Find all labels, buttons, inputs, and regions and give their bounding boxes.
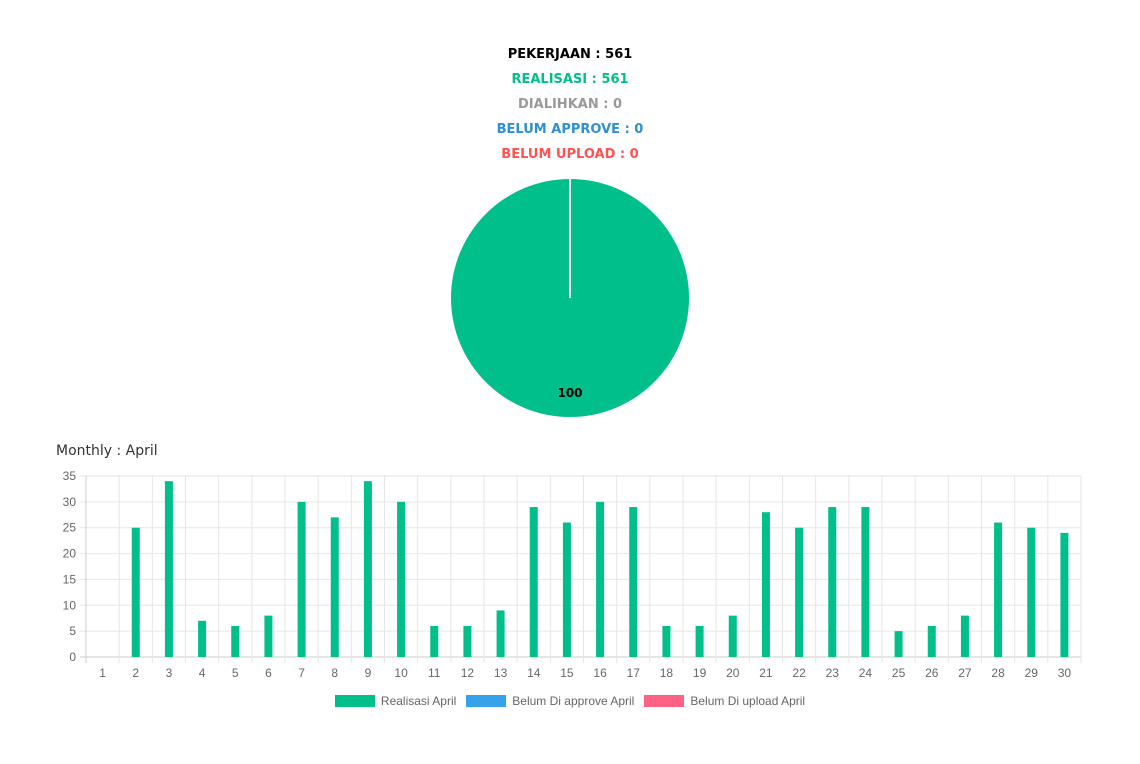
stat-dialihkan: DIALIHKAN : 0 <box>518 97 622 112</box>
x-tick-label: 8 <box>331 666 338 680</box>
stat-belum-approve: BELUM APPROVE : 0 <box>496 122 644 137</box>
y-tick-label: 5 <box>69 624 76 638</box>
x-tick-label: 16 <box>593 666 607 680</box>
bar-realisasi-30[interactable] <box>1060 532 1069 657</box>
x-tick-label: 1 <box>99 666 106 680</box>
y-tick-label: 20 <box>63 547 77 561</box>
bar-realisasi-13[interactable] <box>496 610 505 657</box>
x-tick-label: 24 <box>859 666 873 680</box>
bar-realisasi-23[interactable] <box>828 507 837 657</box>
legend-label-belum-approve: Belum Di approve April <box>512 694 635 708</box>
bar-realisasi-21[interactable] <box>761 512 770 657</box>
x-tick-label: 4 <box>199 666 206 680</box>
x-tick-label: 7 <box>298 666 305 680</box>
y-tick-label: 30 <box>63 495 77 509</box>
bar-realisasi-28[interactable] <box>994 522 1003 657</box>
x-tick-label: 25 <box>892 666 906 680</box>
bar-realisasi-17[interactable] <box>629 507 638 657</box>
legend-item-belum-upload[interactable]: Belum Di upload April <box>644 694 805 708</box>
legend-item-belum-approve[interactable]: Belum Di approve April <box>466 694 634 708</box>
bar-realisasi-7[interactable] <box>297 501 306 657</box>
stats-summary: PEKERJAAN : 561 REALISASI : 561 DIALIHKA… <box>0 42 1140 167</box>
legend-item-realisasi[interactable]: Realisasi April <box>334 694 457 708</box>
x-tick-label: 26 <box>925 666 939 680</box>
y-tick-label: 15 <box>63 572 77 586</box>
y-tick-label: 25 <box>63 521 77 535</box>
x-tick-label: 20 <box>726 666 740 680</box>
bar-realisasi-3[interactable] <box>164 481 173 657</box>
bar-realisasi-6[interactable] <box>264 615 273 657</box>
x-tick-label: 22 <box>792 666 806 680</box>
bar-realisasi-8[interactable] <box>330 517 339 657</box>
bar-realisasi-29[interactable] <box>1027 527 1036 657</box>
x-tick-label: 30 <box>1058 666 1072 680</box>
legend-label-realisasi: Realisasi April <box>380 694 457 708</box>
bar-realisasi-9[interactable] <box>363 481 372 657</box>
x-tick-label: 12 <box>461 666 475 680</box>
bar-realisasi-26[interactable] <box>927 625 936 657</box>
bar-realisasi-20[interactable] <box>728 615 737 657</box>
bar-realisasi-4[interactable] <box>198 620 207 657</box>
x-tick-label: 17 <box>627 666 641 680</box>
bar-realisasi-24[interactable] <box>861 507 870 657</box>
bar-realisasi-11[interactable] <box>430 625 439 657</box>
x-tick-label: 15 <box>560 666 574 680</box>
x-tick-label: 13 <box>494 666 508 680</box>
bar-realisasi-22[interactable] <box>795 527 804 657</box>
stat-realisasi: REALISASI : 561 <box>511 72 629 87</box>
x-tick-label: 10 <box>394 666 408 680</box>
bar-realisasi-27[interactable] <box>960 615 969 657</box>
bar-realisasi-25[interactable] <box>894 631 903 657</box>
stat-belum-upload: BELUM UPLOAD : 0 <box>501 147 639 162</box>
bar-realisasi-10[interactable] <box>397 501 406 657</box>
y-tick-label: 35 <box>63 469 77 483</box>
bar-realisasi-5[interactable] <box>231 625 240 657</box>
x-tick-label: 29 <box>1025 666 1039 680</box>
bar-realisasi-2[interactable] <box>131 527 140 657</box>
x-tick-label: 28 <box>991 666 1005 680</box>
x-tick-label: 27 <box>958 666 972 680</box>
x-tick-label: 11 <box>428 666 441 680</box>
monthly-chart-title: Monthly : April <box>56 443 158 459</box>
x-tick-label: 9 <box>365 666 372 680</box>
bar-realisasi-15[interactable] <box>562 522 571 657</box>
legend-swatch-belum-approve <box>466 695 507 707</box>
x-tick-label: 21 <box>759 666 773 680</box>
x-tick-label: 19 <box>693 666 707 680</box>
x-tick-label: 18 <box>660 666 674 680</box>
x-tick-label: 23 <box>826 666 840 680</box>
bar-chart-legend: Realisasi April Belum Di approve April B… <box>0 694 1140 708</box>
legend-swatch-realisasi <box>334 695 375 707</box>
x-tick-label: 6 <box>265 666 272 680</box>
bar-realisasi-18[interactable] <box>662 625 671 657</box>
x-tick-label: 2 <box>132 666 139 680</box>
x-tick-label: 3 <box>166 666 173 680</box>
stat-pekerjaan: PEKERJAAN : 561 <box>507 47 633 62</box>
x-tick-label: 14 <box>527 666 541 680</box>
bar-realisasi-16[interactable] <box>596 501 605 657</box>
legend-label-belum-upload: Belum Di upload April <box>690 694 806 708</box>
y-tick-label: 10 <box>63 598 77 612</box>
legend-swatch-belum-upload <box>644 695 685 707</box>
pie-chart: 100 <box>451 179 689 417</box>
x-tick-label: 5 <box>232 666 239 680</box>
bar-realisasi-19[interactable] <box>695 625 704 657</box>
pie-slice-label-0: 100 <box>557 386 582 400</box>
bar-realisasi-12[interactable] <box>463 625 472 657</box>
y-tick-label: 0 <box>69 650 76 664</box>
bar-realisasi-14[interactable] <box>529 507 538 657</box>
